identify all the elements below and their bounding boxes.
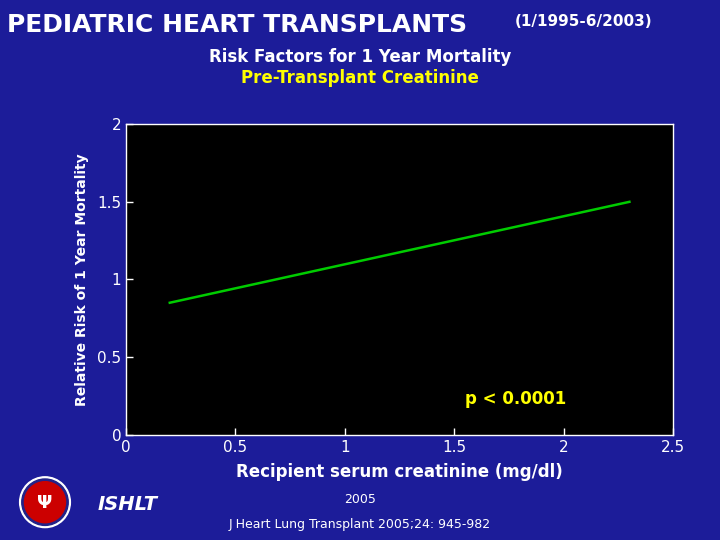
- Text: (1/1995-6/2003): (1/1995-6/2003): [515, 14, 652, 29]
- Text: p < 0.0001: p < 0.0001: [465, 390, 567, 408]
- Circle shape: [19, 477, 71, 528]
- Text: Risk Factors for 1 Year Mortality: Risk Factors for 1 Year Mortality: [209, 48, 511, 65]
- Circle shape: [22, 479, 68, 525]
- Y-axis label: Relative Risk of 1 Year Mortality: Relative Risk of 1 Year Mortality: [75, 153, 89, 406]
- Text: Pre-Transplant Creatinine: Pre-Transplant Creatinine: [241, 69, 479, 87]
- X-axis label: Recipient serum creatinine (mg/dl): Recipient serum creatinine (mg/dl): [236, 463, 563, 481]
- Text: Ψ: Ψ: [37, 494, 53, 512]
- Text: J Heart Lung Transplant 2005;24: 945-982: J Heart Lung Transplant 2005;24: 945-982: [229, 518, 491, 531]
- Text: 2005: 2005: [344, 493, 376, 506]
- Text: PEDIATRIC HEART TRANSPLANTS: PEDIATRIC HEART TRANSPLANTS: [7, 14, 467, 37]
- Circle shape: [24, 482, 66, 523]
- Text: ISHLT: ISHLT: [97, 495, 157, 515]
